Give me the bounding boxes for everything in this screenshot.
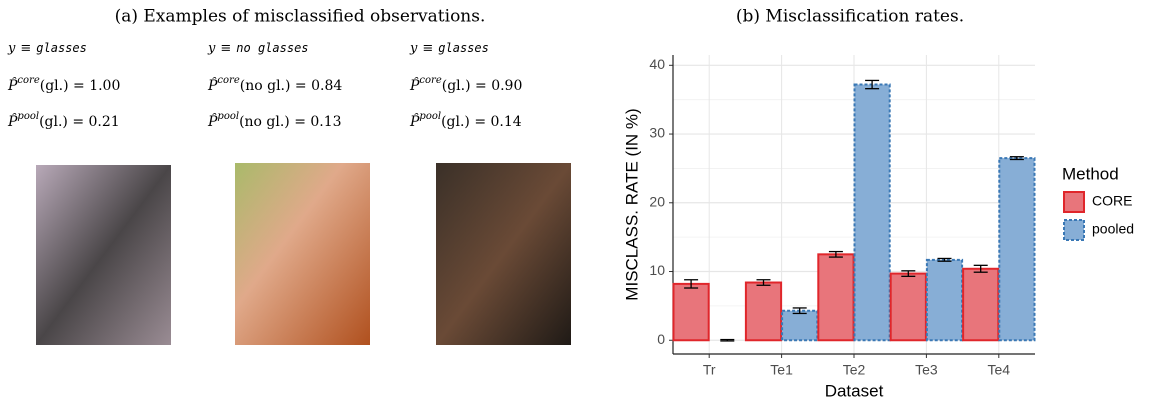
expression: (no gl.) = 0.13 [239,114,342,130]
photo [235,163,370,345]
pool-probability: P̂pool(gl.) = 0.21 [7,111,120,131]
p-symbol: P̂ [207,76,218,94]
y-tick-label: 10 [649,262,665,278]
y-value: glasses [36,41,87,55]
legend-label: CORE [1092,193,1132,209]
true-label: y ≡ glasses [409,41,489,56]
error-bar [865,79,880,90]
p-symbol: P̂ [7,112,18,130]
bar [781,309,819,342]
y-tick-label: 30 [649,125,665,141]
bar [962,267,1000,342]
y-axis-label: MISCLASS. RATE (IN %) [622,108,641,300]
x-tick-label: Tr [703,362,716,378]
bar [744,281,783,342]
x-tick-label: Te4 [988,362,1011,378]
chart-title: (b) Misclassification rates. [736,7,964,27]
legend-swatch [1063,219,1085,241]
photo [436,163,571,345]
superscript: pool [419,111,441,122]
error-bar [720,338,735,342]
expression: (gl.) = 0.90 [442,78,523,94]
superscript: core [217,75,239,86]
x-tick-label: Te3 [915,362,938,378]
expression: (gl.) = 1.00 [40,78,121,94]
bar [998,157,1036,342]
bar [672,282,710,342]
superscript: core [419,75,441,86]
error-bar [792,307,807,315]
expression: (gl.) = 0.21 [39,114,120,130]
bar [817,253,855,342]
p-symbol: P̂ [7,76,18,94]
error-bar [1009,156,1024,161]
equiv: ≡ [422,41,433,56]
bar [853,83,891,342]
pool-probability: P̂pool(gl.) = 0.14 [409,111,522,131]
equiv: ≡ [220,41,231,56]
p-symbol: P̂ [207,112,218,130]
core-probability: P̂core(gl.) = 0.90 [409,75,522,95]
y-tick-label: 0 [657,331,665,347]
x-axis-label: Dataset [825,381,884,400]
bar [925,258,964,342]
photo [36,165,171,345]
y-value: no glasses [236,41,308,55]
x-tick-label: Te1 [770,362,793,378]
y-symbol: y [207,41,216,56]
error-bar [828,250,843,258]
pool-probability: P̂pool(no gl.) = 0.13 [207,111,342,131]
true-label: y ≡ no glasses [207,41,309,56]
error-bar [756,279,771,286]
y-tick-label: 20 [649,193,665,209]
y-value: glasses [438,41,489,55]
legend-swatch [1063,191,1085,213]
p-symbol: P̂ [409,112,420,130]
equiv: ≡ [20,41,31,56]
p-symbol: P̂ [409,76,420,94]
expression: (no gl.) = 0.84 [240,78,343,94]
true-label: y ≡ glasses [7,41,87,56]
superscript: pool [17,111,39,122]
core-probability: P̂core(gl.) = 1.00 [7,75,120,95]
error-bar [973,264,988,273]
error-bar [937,257,952,262]
expression: (gl.) = 0.14 [441,114,522,130]
legend-label: pooled [1092,221,1134,237]
superscript: core [17,75,39,86]
bar [889,272,927,342]
y-tick-label: 40 [649,56,665,72]
error-bar [684,279,699,289]
y-symbol: y [409,41,418,56]
error-bar [901,270,916,277]
core-probability: P̂core(no gl.) = 0.84 [207,75,342,95]
panel-a-caption: (a) Examples of misclassified observatio… [115,7,486,27]
legend-title: Method [1062,164,1119,183]
superscript: pool [217,111,239,122]
x-tick-label: Te2 [843,362,866,378]
y-symbol: y [7,41,16,56]
